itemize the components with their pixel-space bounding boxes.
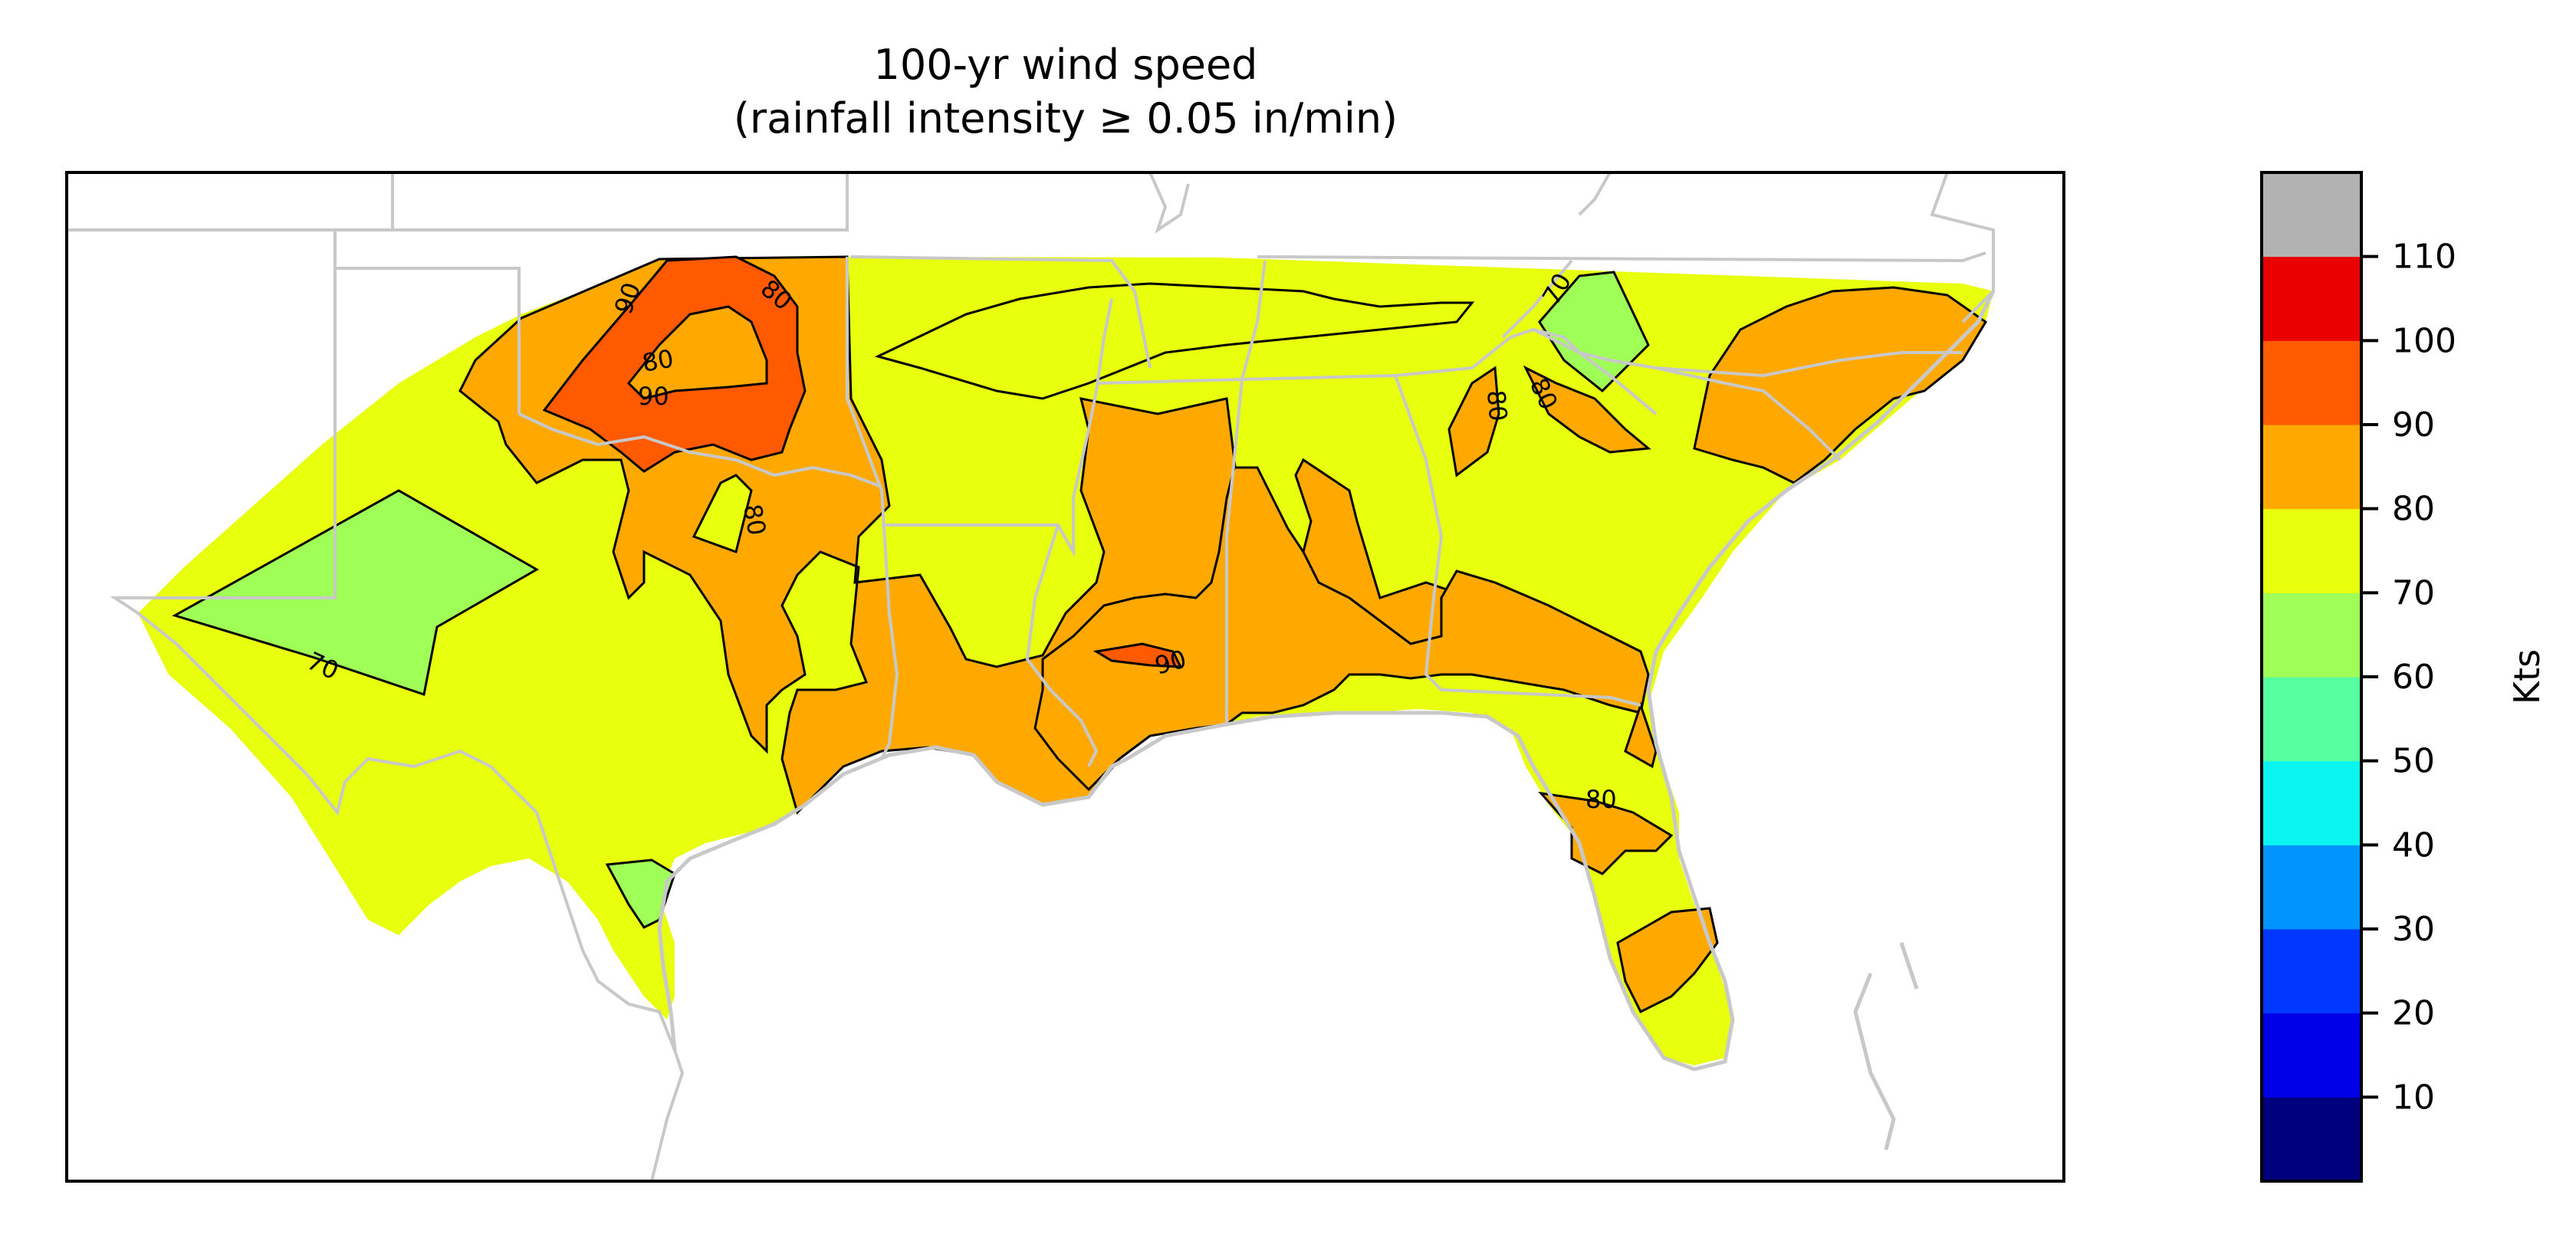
map-frame bbox=[65, 171, 2065, 1183]
colorbar-bin bbox=[2262, 677, 2361, 762]
colorbar-bin bbox=[2262, 1013, 2361, 1098]
colorbar-bin bbox=[2262, 256, 2361, 341]
colorbar-bin bbox=[2262, 508, 2361, 593]
region-90-100-mississippi bbox=[1092, 642, 1183, 668]
colorbar-tick-label: 50 bbox=[2392, 742, 2435, 781]
colorbar-bin bbox=[2262, 929, 2361, 1014]
colorbar-tick-label: 110 bbox=[2392, 238, 2456, 277]
contour-label: 80 bbox=[1585, 785, 1617, 814]
colorbar-bin bbox=[2262, 172, 2361, 258]
colorbar-tick-label: 40 bbox=[2392, 826, 2435, 865]
region-80-90-alabama-strip bbox=[1447, 366, 1500, 478]
coastline bbox=[657, 290, 1996, 1150]
region-70-80-texas-island bbox=[692, 474, 753, 553]
colorbar-tick-label: 100 bbox=[2392, 321, 2456, 360]
colorbar-bin bbox=[2262, 592, 2361, 678]
contour-label: 80 bbox=[640, 343, 676, 377]
colorbar-tick-label: 10 bbox=[2392, 1078, 2435, 1117]
contour-label: 80 bbox=[1481, 389, 1513, 422]
colorbar-bin bbox=[2262, 425, 2361, 510]
colorbar-tick-label: 20 bbox=[2392, 994, 2435, 1033]
region-80-90-carolinas bbox=[1693, 286, 1988, 484]
colorbar-tick-label: 60 bbox=[2392, 658, 2435, 697]
region-80-90-ok-hole bbox=[626, 305, 768, 400]
region-60-70-west-texas bbox=[172, 489, 540, 696]
colorbar-tick-label: 70 bbox=[2392, 573, 2435, 612]
region-80-90-florida-south bbox=[1616, 907, 1719, 1014]
colorbar-label: Kts bbox=[2506, 649, 2548, 704]
colorbar-tick-label: 30 bbox=[2392, 910, 2435, 949]
colorbar-bin bbox=[2262, 760, 2361, 845]
colorbar-tick-label: 80 bbox=[2392, 490, 2435, 529]
region-70-80-arkansas-island bbox=[874, 282, 1475, 400]
map-subtitle: (rainfall intensity ≥ 0.05 in/min) bbox=[733, 94, 1398, 143]
contour-label: 90 bbox=[638, 382, 669, 411]
contour-label: 80 bbox=[738, 502, 771, 538]
state-borders bbox=[67, 172, 1995, 1181]
colorbar-bin bbox=[2262, 845, 2361, 930]
region-80-90-georgia-strip bbox=[1523, 365, 1651, 454]
region-80-90-florida-east bbox=[1624, 701, 1658, 769]
map-title: 100-yr wind speed bbox=[873, 41, 1258, 89]
colorbar-ticks: 10 20 30 40 50 60 70 80 90 100 110 bbox=[2361, 238, 2456, 1117]
colorbar-tick-label: 90 bbox=[2392, 405, 2435, 445]
region-80-90-florida-central bbox=[1538, 791, 1674, 875]
colorbar-bins bbox=[2262, 172, 2361, 1182]
colorbar-bin bbox=[2262, 340, 2361, 425]
colorbar-bin bbox=[2262, 1097, 2361, 1182]
